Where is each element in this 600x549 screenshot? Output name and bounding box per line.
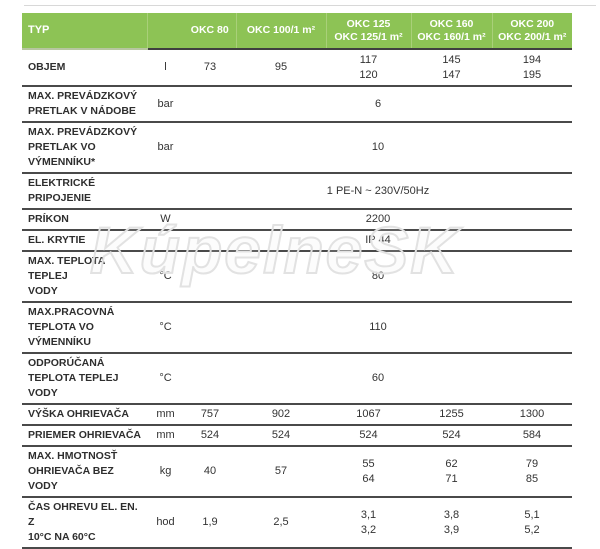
row-cas-ohrevu: ČAS OHREVU EL. EN. Z 10°C NA 60°C hod 1,… <box>22 497 572 549</box>
cell-value: 1300 <box>492 404 572 426</box>
row-label: MAX. PREVÁDZKOVÝ PRETLAK VO VÝMENNÍKU* <box>22 122 147 174</box>
row-unit: bar <box>147 122 184 174</box>
cell-value: 2,5 <box>236 497 326 549</box>
cell-value: 524 <box>184 425 236 447</box>
header-empty-cell <box>146 13 184 50</box>
row-priemer-ohrievaca: PRIEMER OHRIEVAČA mm 524 524 524 524 584 <box>22 425 572 447</box>
cell-value: 524 <box>411 425 492 447</box>
cell-value: 1,9 <box>184 497 236 549</box>
row-unit: °C <box>147 353 184 405</box>
row-unit: mm <box>147 404 184 426</box>
row-unit <box>147 173 184 210</box>
row-unit: kg <box>147 446 184 498</box>
cell-value: 117 120 <box>326 49 411 87</box>
cell-value: 3,1 3,2 <box>326 497 411 549</box>
cell-value-span: 80 <box>184 251 572 303</box>
top-rule <box>24 5 596 6</box>
cell-value: 73 <box>184 49 236 87</box>
row-max-prevadzkovy-pretlak-v-nadobe: MAX. PREVÁDZKOVÝ PRETLAK V NÁDOBE bar 6 <box>22 86 572 123</box>
row-unit: hod <box>147 497 184 549</box>
cell-value: 3,8 3,9 <box>411 497 492 549</box>
cell-value: 902 <box>236 404 326 426</box>
cell-value: 55 64 <box>326 446 411 498</box>
cell-value-span: 6 <box>184 86 572 123</box>
cell-value: 57 <box>236 446 326 498</box>
row-label: EL. KRYTIE <box>22 230 147 252</box>
header-okc-160: OKC 160 OKC 160/1 m² <box>410 13 492 50</box>
cell-value: 62 71 <box>411 446 492 498</box>
cell-value: 95 <box>236 49 326 87</box>
row-label: ČAS OHREVU EL. EN. Z 10°C NA 60°C <box>22 497 147 549</box>
row-vyska-ohrievaca: VÝŠKA OHRIEVAČA mm 757 902 1067 1255 130… <box>22 404 572 426</box>
row-unit: l <box>147 49 184 87</box>
spec-table: TYP OKC 80 OKC 100/1 m² OKC 125 OKC 125/… <box>22 13 572 549</box>
cell-value: 1255 <box>411 404 492 426</box>
row-objem: OBJEM l 73 95 117 120 145 147 194 195 <box>22 49 572 87</box>
header-okc-200: OKC 200 OKC 200/1 m² <box>491 13 572 50</box>
cell-value: 145 147 <box>411 49 492 87</box>
cell-value-span: IP 44 <box>184 230 572 252</box>
row-label: MAX. HMOTNOSŤ OHRIEVAČA BEZ VODY <box>22 446 147 498</box>
cell-value: 524 <box>236 425 326 447</box>
cell-value: 757 <box>184 404 236 426</box>
header-row: TYP OKC 80 OKC 100/1 m² OKC 125 OKC 125/… <box>22 13 572 50</box>
row-elektricke-pripojenie: ELEKTRICKÉ PRIPOJENIE 1 PE-N ~ 230V/50Hz <box>22 173 572 210</box>
row-max-hmotnost-ohrievaca-bez-vody: MAX. HMOTNOSŤ OHRIEVAČA BEZ VODY kg 40 5… <box>22 446 572 498</box>
row-label: PRIEMER OHRIEVAČA <box>22 425 147 447</box>
row-label: MAX.PRACOVNÁ TEPLOTA VO VÝMENNÍKU <box>22 302 147 354</box>
header-okc-80: OKC 80 <box>184 13 236 50</box>
row-max-prevadzkovy-pretlak-vo-vymenniku: MAX. PREVÁDZKOVÝ PRETLAK VO VÝMENNÍKU* b… <box>22 122 572 174</box>
header-okc-125: OKC 125 OKC 125/1 m² <box>325 13 411 50</box>
row-unit: W <box>147 209 184 231</box>
row-label: PRÍKON <box>22 209 147 231</box>
cell-value: 5,1 5,2 <box>492 497 572 549</box>
header-typ: TYP <box>22 13 147 50</box>
row-unit <box>147 230 184 252</box>
row-label: MAX. TEPLOTA TEPLEJ VODY <box>22 251 147 303</box>
cell-value: 524 <box>326 425 411 447</box>
cell-value-span: 2200 <box>184 209 572 231</box>
cell-value: 194 195 <box>492 49 572 87</box>
header-okc-100: OKC 100/1 m² <box>235 13 326 50</box>
row-prikon: PRÍKON W 2200 <box>22 209 572 231</box>
cell-value: 40 <box>184 446 236 498</box>
row-max-teplota-teplej-vody: MAX. TEPLOTA TEPLEJ VODY °C 80 <box>22 251 572 303</box>
cell-value-span: 10 <box>184 122 572 174</box>
cell-value-span: 1 PE-N ~ 230V/50Hz <box>184 173 572 210</box>
cell-value: 584 <box>492 425 572 447</box>
row-max-pracovna-teplota-vo-vymenniku: MAX.PRACOVNÁ TEPLOTA VO VÝMENNÍKU °C 110 <box>22 302 572 354</box>
cell-value: 1067 <box>326 404 411 426</box>
row-label: ODPORÚČANÁ TEPLOTA TEPLEJ VODY <box>22 353 147 405</box>
row-unit: mm <box>147 425 184 447</box>
cell-value: 79 85 <box>492 446 572 498</box>
row-unit: °C <box>147 251 184 303</box>
row-odporucana-teplota-teplej-vody: ODPORÚČANÁ TEPLOTA TEPLEJ VODY °C 60 <box>22 353 572 405</box>
cell-value-span: 110 <box>184 302 572 354</box>
cell-value-span: 60 <box>184 353 572 405</box>
row-el-krytie: EL. KRYTIE IP 44 <box>22 230 572 252</box>
row-label: ELEKTRICKÉ PRIPOJENIE <box>22 173 147 210</box>
row-unit: bar <box>147 86 184 123</box>
row-label: VÝŠKA OHRIEVAČA <box>22 404 147 426</box>
row-label: OBJEM <box>22 49 147 87</box>
row-label: MAX. PREVÁDZKOVÝ PRETLAK V NÁDOBE <box>22 86 147 123</box>
row-unit: °C <box>147 302 184 354</box>
